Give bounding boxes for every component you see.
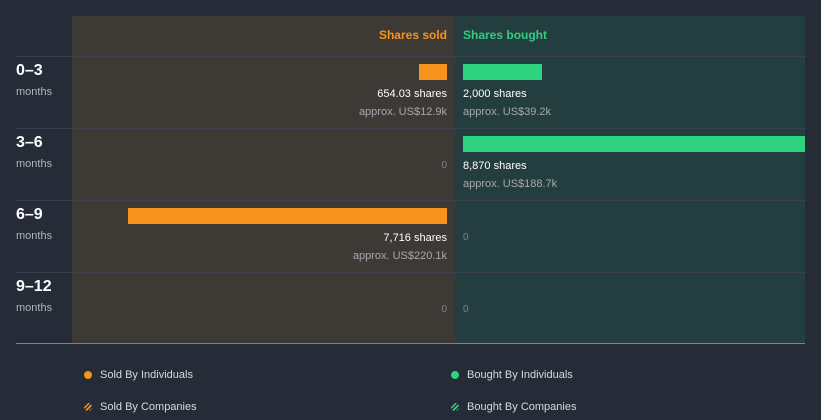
legend-hatch-icon: [451, 403, 459, 411]
bought-value-label: approx. US$39.2k: [463, 106, 552, 118]
bought-value-label: approx. US$188.7k: [463, 178, 558, 190]
row-divider: [16, 128, 805, 129]
period-unit-label: months: [16, 230, 53, 242]
row-divider: [16, 200, 805, 201]
period-unit-label: months: [16, 86, 53, 98]
legend-label: Sold By Companies: [100, 401, 197, 413]
period-label: 6–9: [16, 206, 43, 223]
shares-sold-header: Shares sold: [378, 28, 447, 42]
bought-shares-label: 2,000 shares: [463, 88, 527, 100]
period-label: 9–12: [16, 278, 52, 295]
row-divider: [16, 272, 805, 273]
legend-dot-icon: [451, 371, 459, 379]
shares-bought-header: Shares bought: [463, 28, 548, 42]
shares-sold-panel: [72, 16, 455, 343]
legend-label: Bought By Individuals: [467, 369, 573, 381]
legend-dot-icon: [84, 371, 92, 379]
period-label: 3–6: [16, 134, 43, 151]
period-unit-label: months: [16, 302, 53, 314]
bought-bar: [463, 136, 805, 152]
sold-bar: [419, 64, 447, 80]
period-label: 0–3: [16, 62, 43, 79]
bought-zero-label: 0: [463, 304, 469, 315]
period-unit-label: months: [16, 158, 53, 170]
bought-shares-label: 8,870 shares: [463, 160, 527, 172]
bought-zero-label: 0: [463, 232, 469, 243]
sold-shares-label: 7,716 shares: [383, 232, 447, 244]
x-axis-line: [16, 343, 805, 344]
sold-bar: [128, 208, 447, 224]
sold-value-label: approx. US$12.9k: [358, 106, 447, 118]
legend-label: Bought By Companies: [467, 401, 577, 413]
sold-value-label: approx. US$220.1k: [352, 250, 447, 262]
legend-hatch-icon: [84, 403, 92, 411]
bought-bar: [463, 64, 542, 80]
sold-zero-label: 0: [441, 304, 447, 315]
sold-zero-label: 0: [441, 160, 447, 171]
sold-shares-label: 654.03 shares: [377, 88, 447, 100]
legend-label: Sold By Individuals: [100, 369, 193, 381]
row-divider: [16, 56, 805, 57]
